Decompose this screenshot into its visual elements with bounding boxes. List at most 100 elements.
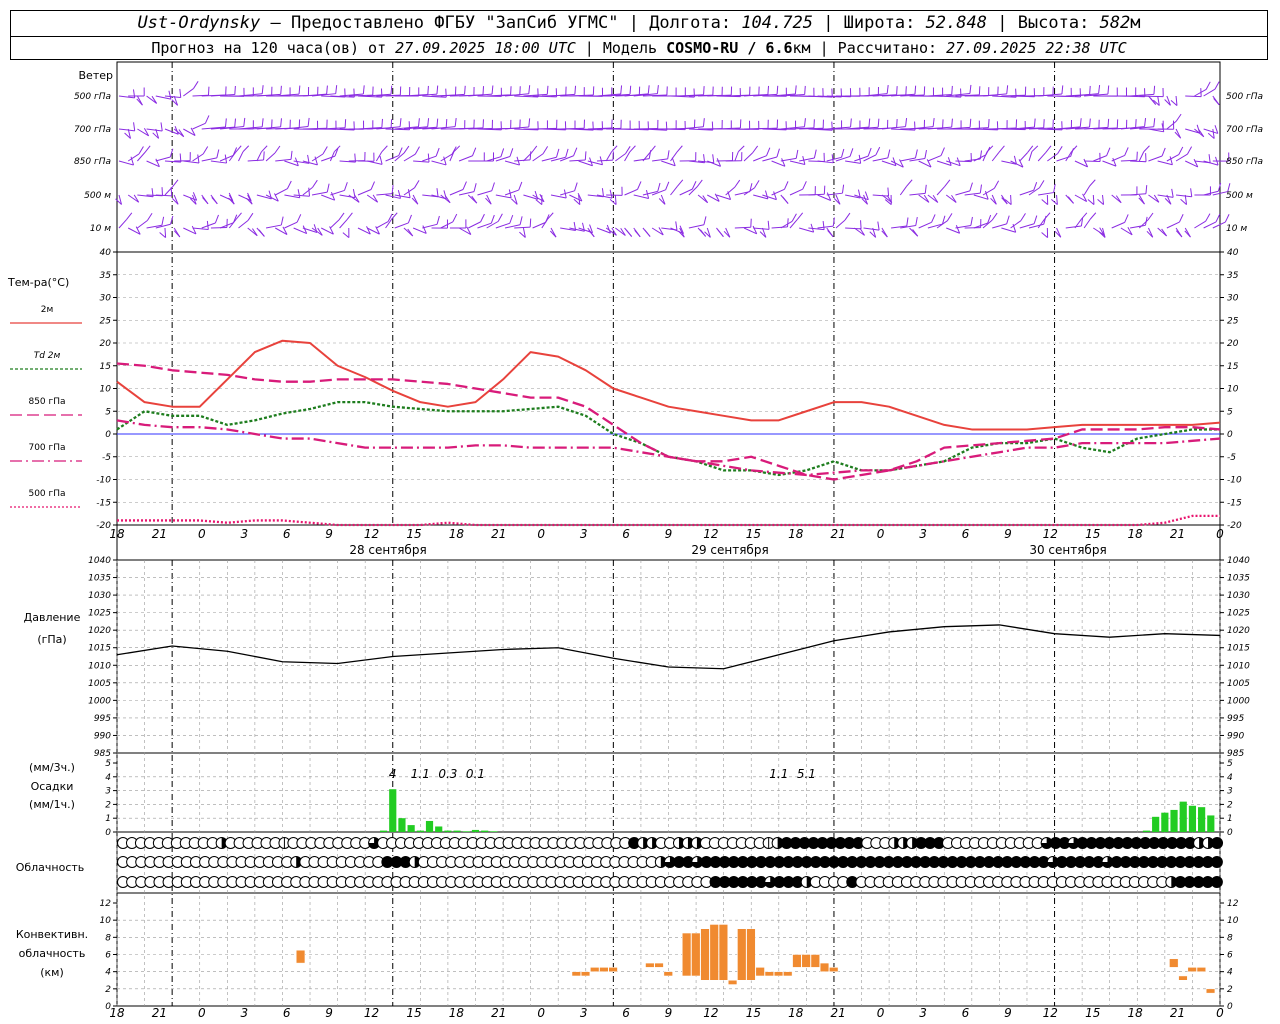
wind-barb	[238, 192, 252, 202]
precip-bar	[1152, 816, 1160, 832]
wind-barb-feather	[334, 147, 339, 157]
wind-barb	[606, 85, 632, 97]
wind-barb-feather	[676, 179, 684, 187]
wind-barb	[171, 95, 179, 106]
wind-barb-staff	[523, 93, 548, 97]
wind-barb	[124, 128, 131, 139]
wind-barb-staff	[1203, 221, 1217, 229]
wind-barb-staff	[624, 128, 649, 131]
wind-barb	[201, 149, 220, 162]
wind-barb	[1153, 95, 1160, 106]
conv-bar	[718, 924, 728, 981]
wind-barb-staff	[394, 194, 411, 199]
wind-barb	[872, 187, 890, 197]
wind-barb	[519, 227, 526, 238]
wind-barb-feather	[338, 212, 345, 221]
wind-barb	[1148, 123, 1165, 133]
wind-level-label-right: 500 гПа	[1226, 92, 1263, 102]
wind-barb-staff	[679, 94, 704, 97]
model-name: COSMO-RU / 6.6	[666, 39, 793, 57]
pressure-line	[116, 624, 1221, 670]
wind-barb	[688, 179, 703, 196]
wind-barb-feather	[290, 150, 293, 160]
wind-barb-feather	[179, 88, 182, 98]
wind-barb	[505, 85, 531, 97]
wind-barb	[854, 227, 865, 236]
wind-barb	[366, 194, 379, 203]
conv-bar	[608, 967, 618, 972]
wind-barb-staff	[578, 128, 603, 131]
wind-barb	[725, 86, 751, 97]
wind-barb-staff	[1212, 191, 1228, 196]
wind-barb-staff	[127, 128, 131, 139]
wind-barb-feather	[754, 180, 760, 189]
wind-barb-staff	[440, 93, 465, 97]
wind-barb	[1175, 146, 1193, 162]
wind-barb-feather	[841, 184, 845, 194]
wind-barb-staff	[633, 194, 649, 199]
temp-axis-tick-label-right: -15	[1227, 498, 1242, 508]
wind-barb-staff	[256, 151, 262, 162]
wind-barb-feather	[764, 190, 769, 200]
wind-barb-staff	[1166, 120, 1177, 130]
longitude-value: 104.725	[741, 13, 813, 33]
wind-barb-feather	[767, 85, 770, 95]
wind-barb	[413, 118, 439, 130]
wind-barb	[183, 154, 200, 164]
wind-barb	[155, 215, 174, 229]
wind-barb-staff	[918, 221, 932, 229]
wind-barb	[560, 119, 585, 130]
wind-barb-staff	[514, 226, 531, 229]
wind-barb-feather	[951, 85, 953, 95]
wind-barb-feather	[875, 146, 881, 156]
wind-barb-feather	[247, 192, 252, 202]
wind-barb-staff	[228, 218, 237, 229]
wind-barb-staff	[587, 160, 603, 166]
conv-axis-tick-label-left: 4	[105, 968, 111, 978]
wind-barb-feather	[280, 118, 282, 127]
wind-barb-feather	[1107, 118, 1110, 128]
wind-barb-feather	[955, 225, 961, 234]
precip-bar	[435, 826, 443, 832]
wind-barb-feather	[827, 230, 834, 238]
wind-barb-feather	[193, 81, 199, 89]
wind-barb	[560, 182, 578, 196]
wind-barb-staff	[403, 153, 416, 162]
wind-barb-staff	[1111, 221, 1125, 229]
wind-barb-feather	[1184, 230, 1191, 238]
wind-barb-staff	[596, 227, 611, 234]
wind-barb	[192, 146, 209, 162]
wind-barb	[189, 194, 197, 205]
wind-barb	[367, 85, 393, 97]
wind-barb-staff	[863, 93, 888, 97]
wind-barb-feather	[326, 85, 328, 95]
wind-barb	[688, 216, 707, 229]
wind-barb-staff	[449, 189, 464, 196]
wind-barb	[1212, 95, 1220, 106]
wind-barb	[698, 119, 723, 130]
wind-barb	[1194, 213, 1211, 229]
wind-barb-feather	[1164, 198, 1172, 205]
wind-barb-feather	[509, 214, 514, 224]
wind-barb-feather	[1004, 199, 1012, 205]
wind-barb-staff	[587, 194, 604, 198]
wind-barb-staff	[146, 160, 160, 168]
wind-barb-feather	[509, 148, 514, 157]
wind-barb	[247, 227, 258, 237]
temp-axis-tick-label-right: -10	[1227, 476, 1242, 486]
wind-barb-feather	[1196, 124, 1201, 134]
wind-barb-feather	[1175, 230, 1183, 238]
precip-3h-label: 4	[389, 767, 397, 781]
wind-barb	[321, 147, 339, 162]
wind-barb-feather	[886, 84, 889, 94]
wind-barb-feather	[462, 181, 467, 190]
cloud-three-quarter	[1047, 856, 1059, 868]
conv-bar	[746, 928, 756, 981]
wind-barb	[964, 184, 982, 196]
conv-bar	[755, 967, 765, 977]
wind-barb-staff	[909, 158, 926, 162]
wind-barb	[403, 180, 420, 196]
wind-barb	[238, 85, 264, 97]
wind-barb-feather	[546, 85, 549, 95]
wind-barb	[789, 181, 807, 196]
